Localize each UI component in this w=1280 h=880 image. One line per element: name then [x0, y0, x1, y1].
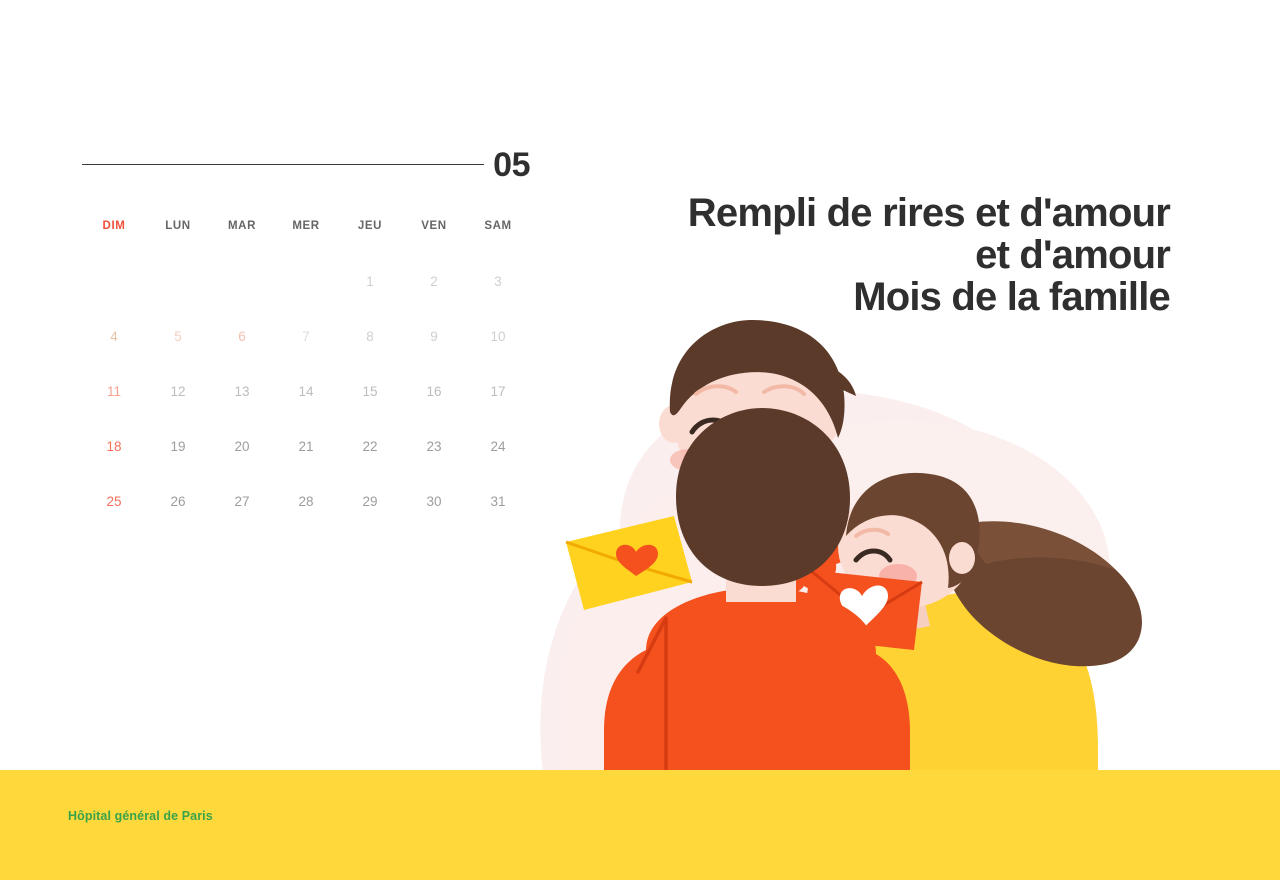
day-cell-8[interactable]: 8	[366, 329, 374, 344]
header-divider-line	[82, 164, 485, 165]
headline-block: Rempli de rires et d'amour et d'amour Mo…	[550, 191, 1171, 319]
family-illustration	[470, 320, 1230, 780]
footer-band: Hôpital général de Paris	[0, 770, 1280, 880]
day-cell-18[interactable]: 18	[106, 439, 122, 454]
weekday-jeu: JEU	[357, 220, 383, 232]
day-cell-4[interactable]: 4	[110, 329, 118, 344]
day-cell-22[interactable]: 22	[362, 439, 378, 454]
day-cell-24[interactable]: 24	[490, 439, 506, 454]
month-number: 05	[493, 146, 530, 184]
child-figure	[604, 408, 910, 780]
headline-line-3: Mois de la famille	[853, 275, 1171, 319]
day-cell-13[interactable]: 13	[234, 384, 250, 399]
day-cell-empty	[210, 254, 274, 309]
day-cell-1[interactable]: 1	[366, 274, 374, 289]
day-cell-28[interactable]: 28	[298, 494, 314, 509]
day-cell-7[interactable]: 7	[302, 329, 310, 344]
calendar-panel: 05 DIM LUN MAR MER JEU VEN SAM 1 2 3 4 5 6 7 8 9 10 11 12…	[82, 138, 530, 529]
weekday-dim: DIM	[102, 220, 126, 232]
day-cell-5[interactable]: 5	[174, 329, 182, 344]
yellow-envelope-with-heart	[565, 516, 693, 610]
day-cell-empty	[274, 254, 338, 309]
weekday-header-row: DIM LUN MAR MER JEU VEN SAM	[82, 220, 530, 232]
day-cell-19[interactable]: 19	[170, 439, 186, 454]
day-cell-11[interactable]: 11	[106, 384, 121, 399]
weekday-sam: SAM	[484, 220, 512, 232]
weekday-lun: LUN	[165, 220, 191, 232]
day-cell-empty	[82, 254, 146, 309]
day-cell-16[interactable]: 16	[426, 384, 442, 399]
day-cell-14[interactable]: 14	[298, 384, 314, 399]
day-cell-empty	[146, 254, 210, 309]
day-cell-15[interactable]: 15	[362, 384, 378, 399]
day-cell-21[interactable]: 21	[298, 439, 314, 454]
headline-line-2: et d'amour	[975, 233, 1171, 277]
day-cell-27[interactable]: 27	[234, 494, 250, 509]
weekday-ven: VEN	[421, 220, 447, 232]
calendar-header: 05	[82, 138, 530, 182]
day-cell-30[interactable]: 30	[426, 494, 442, 509]
day-cell-20[interactable]: 20	[234, 439, 250, 454]
day-cell-2[interactable]: 2	[430, 274, 438, 289]
day-cell-12[interactable]: 12	[170, 384, 186, 399]
day-cell-26[interactable]: 26	[170, 494, 186, 509]
day-cell-25[interactable]: 25	[106, 494, 122, 509]
day-cell-17[interactable]: 17	[490, 384, 506, 399]
weekday-mer: MER	[292, 220, 320, 232]
day-cell-29[interactable]: 29	[362, 494, 378, 509]
day-cell-23[interactable]: 23	[426, 439, 442, 454]
day-cell-3[interactable]: 3	[494, 274, 502, 289]
day-cell-9[interactable]: 9	[430, 329, 438, 344]
day-cell-31[interactable]: 31	[490, 494, 506, 509]
weekday-mar: MAR	[228, 220, 256, 232]
organization-name: Hôpital général de Paris	[68, 809, 213, 823]
calendar-days-grid: 1 2 3 4 5 6 7 8 9 10 11 12 13 14 15 16 17 18 19 20 21 22 23 24 2…	[82, 254, 530, 529]
headline-line-1: Rempli de rires et d'amour	[687, 191, 1171, 235]
day-cell-6[interactable]: 6	[238, 329, 246, 344]
day-cell-10[interactable]: 10	[490, 329, 506, 344]
